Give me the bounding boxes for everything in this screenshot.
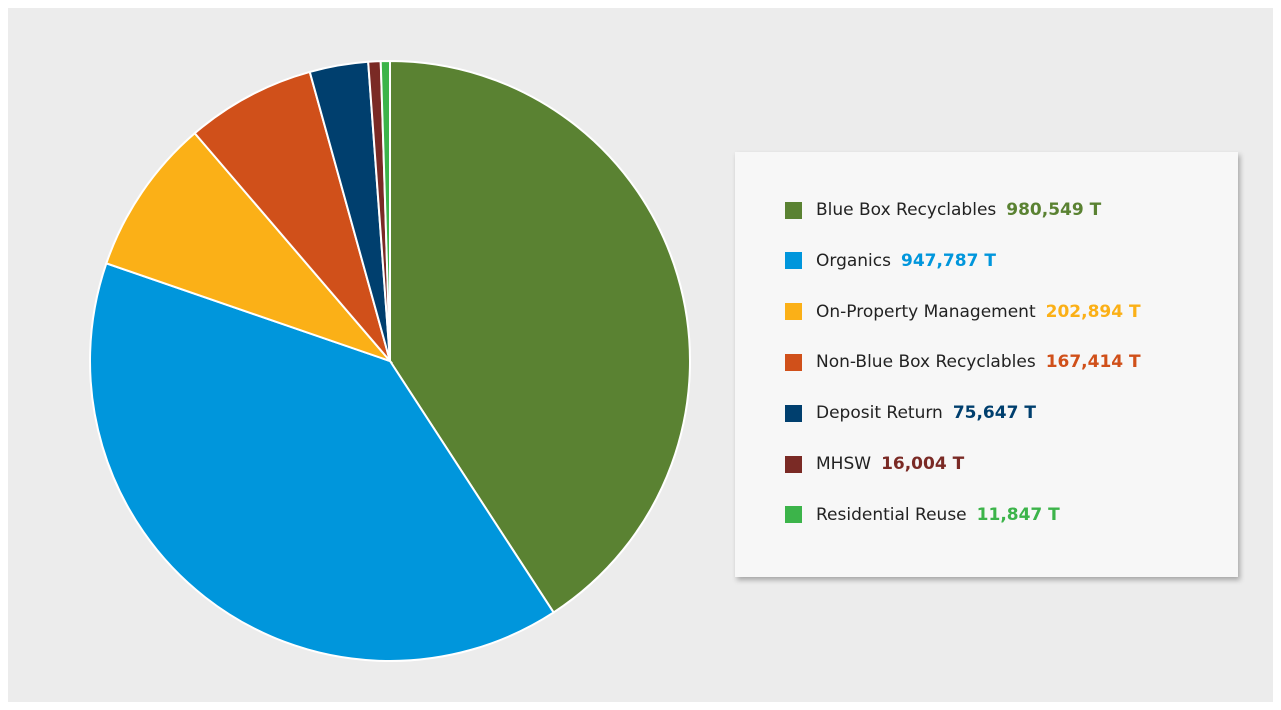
legend-label: On-Property Management: [816, 301, 1036, 322]
legend-value: 980,549 T: [1006, 200, 1102, 220]
legend-value: 16,004 T: [881, 454, 965, 474]
pie-slice: [193, 70, 391, 362]
pie-slice: [379, 59, 391, 362]
legend-item: Residential Reuse 11,847 T: [785, 503, 1060, 527]
legend-swatch: [785, 303, 802, 321]
legend-swatch: [785, 404, 802, 422]
legend-value: 11,847 T: [976, 504, 1060, 525]
legend-swatch: [785, 201, 802, 219]
legend-value: 947,787 T: [900, 250, 996, 271]
legend: Blue Box Recyclables 980,549 T Organics 947…: [735, 152, 1238, 577]
legend-swatch: [785, 455, 802, 473]
legend-item: On-Property Management 202,894 T: [785, 300, 1141, 324]
legend-swatch: [785, 353, 802, 371]
legend-item: Non-Blue Box Recyclables 167,414 T: [785, 350, 1141, 374]
pie-slice: [89, 262, 555, 662]
legend-item: Blue Box Recyclables 980,549 T: [785, 198, 1101, 222]
legend-item: MHSW 16,004 T: [785, 452, 964, 476]
pie-slice: [105, 131, 394, 364]
legend-label: Organics: [816, 250, 891, 271]
legend-item: Deposit Return 75,647 T: [785, 401, 1036, 425]
legend-swatch: [785, 252, 802, 270]
legend-swatch: [785, 506, 802, 524]
legend-label: Blue Box Recyclables: [816, 200, 997, 220]
legend-label: Non-Blue Box Recyclables: [816, 352, 1036, 373]
legend-item: Organics 947,787 T: [785, 249, 996, 273]
legend-value: 75,647 T: [952, 403, 1036, 424]
legend-label: Deposit Return: [816, 403, 943, 424]
legend-label: Residential Reuse: [816, 504, 967, 525]
legend-value: 202,894 T: [1045, 301, 1141, 322]
legend-value: 167,414 T: [1045, 352, 1141, 373]
legend-label: MHSW: [816, 454, 872, 474]
